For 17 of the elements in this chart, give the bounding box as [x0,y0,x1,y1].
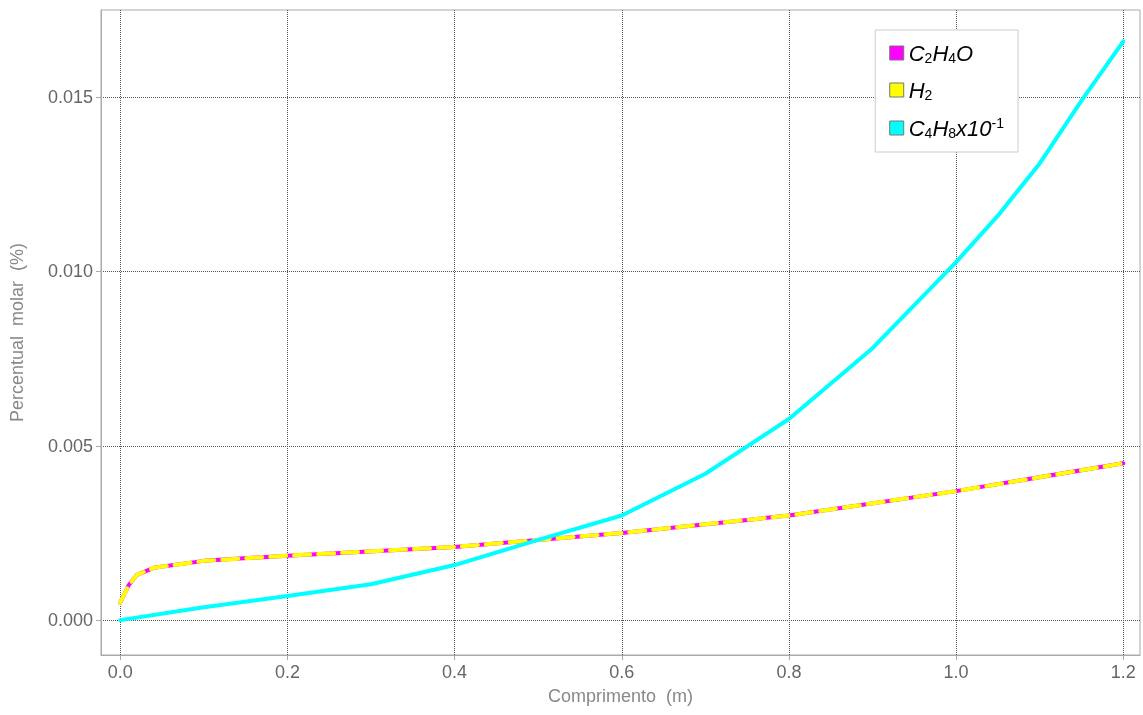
x-tick-label: 1.2 [1110,662,1136,682]
line-series [118,461,1126,605]
x-axis-title: Comprimento (m) [547,686,694,706]
line-series [118,39,1126,623]
x-tick-label: 0.0 [107,662,133,682]
y-axis-title: Percentual molar (%) [7,242,27,423]
y-tick-label: 0.005 [47,435,93,456]
y-tick-label: 0.010 [47,261,93,282]
x-tick-label: 1.0 [943,662,969,682]
x-tick-label: 0.4 [442,662,468,682]
y-tick-label: 0.000 [47,610,93,631]
legend-label: H2 [908,77,933,103]
legend-label: C2H4O [908,40,974,66]
x-tick-label: 0.2 [274,662,300,682]
x-tick-label: 0.8 [776,662,802,682]
x-tick-label: 0.6 [609,662,635,682]
y-tick-label: 0.015 [47,87,93,108]
